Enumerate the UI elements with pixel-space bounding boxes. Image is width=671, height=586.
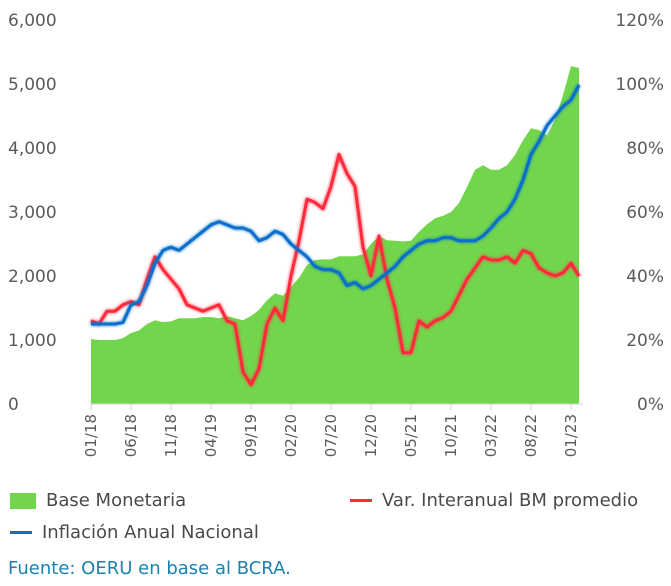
x-tick-label: 12/20 [362, 414, 380, 457]
x-tick-label: 08/22 [522, 414, 540, 457]
legend-line-red [350, 499, 372, 502]
y-right-tick-label: 60% [626, 203, 664, 223]
x-tick-label: 06/18 [122, 414, 140, 457]
y-right-tick-label: 100% [615, 75, 664, 95]
y-left-tick-label: 4,000 [8, 139, 57, 159]
legend-swatch-green [10, 492, 36, 509]
y-left-tick-label: 0 [8, 395, 19, 415]
y-left-tick-label: 2,000 [8, 267, 57, 287]
y-right-tick-label: 0% [637, 395, 664, 415]
x-tick-label: 01/23 [562, 414, 580, 457]
legend-label: Base Monetaria [46, 490, 187, 511]
y-right-tick-label: 120% [615, 11, 664, 31]
line-var-interanual-bm-promedio [90, 152, 581, 387]
x-tick-label: 03/22 [482, 414, 500, 457]
x-tick-label: 02/20 [282, 414, 300, 457]
legend-inflacion: Inflación Anual Nacional [10, 522, 259, 543]
chart: 0 1,000 2,000 3,000 4,000 5,000 6,000 0% 20% 40% 6… [8, 11, 664, 457]
legend-var-interanual: Var. Interanual BM promedio [350, 490, 638, 511]
y-right-tick-label: 20% [626, 331, 664, 351]
line-inflaci-n-anual-nacional [91, 84, 581, 326]
x-tick-label: 05/21 [402, 414, 420, 457]
y-left-tick-label: 1,000 [8, 331, 57, 351]
x-tick-label: 11/18 [162, 414, 180, 457]
y-left-tick-label: 3,000 [8, 203, 57, 223]
area-base-monetaria [91, 66, 579, 404]
x-tick-label: 07/20 [322, 414, 340, 457]
x-tick-label: 09/19 [242, 414, 260, 457]
legend-base-monetaria: Base Monetaria [10, 490, 186, 511]
legend-line-blue [10, 531, 32, 534]
y-right-tick-label: 40% [626, 267, 664, 287]
x-tick-label: 01/18 [82, 414, 100, 457]
y-right-tick-label: 80% [626, 139, 664, 159]
y-left-tick-label: 6,000 [8, 11, 57, 31]
x-tick-label: 10/21 [442, 414, 460, 457]
legend-label: Inflación Anual Nacional [42, 522, 259, 543]
x-tick-label: 04/19 [202, 414, 220, 457]
source-note: Fuente: OERU en base al BCRA. [8, 558, 291, 579]
legend-label: Var. Interanual BM promedio [382, 490, 639, 511]
y-left-tick-label: 5,000 [8, 75, 57, 95]
